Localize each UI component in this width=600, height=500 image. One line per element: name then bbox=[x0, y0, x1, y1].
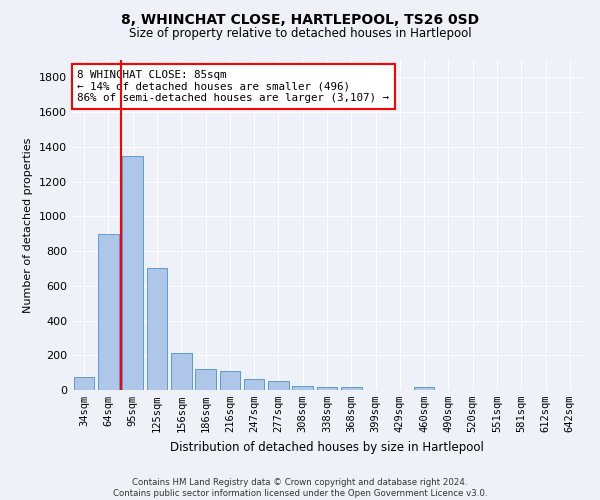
X-axis label: Distribution of detached houses by size in Hartlepool: Distribution of detached houses by size … bbox=[170, 440, 484, 454]
Text: 8 WHINCHAT CLOSE: 85sqm
← 14% of detached houses are smaller (496)
86% of semi-d: 8 WHINCHAT CLOSE: 85sqm ← 14% of detache… bbox=[77, 70, 389, 103]
Bar bbox=[98, 234, 119, 390]
Bar bbox=[317, 386, 337, 390]
Bar bbox=[292, 386, 313, 390]
Bar bbox=[171, 352, 191, 390]
Text: 8, WHINCHAT CLOSE, HARTLEPOOL, TS26 0SD: 8, WHINCHAT CLOSE, HARTLEPOOL, TS26 0SD bbox=[121, 12, 479, 26]
Bar bbox=[341, 386, 362, 390]
Bar bbox=[220, 371, 240, 390]
Bar bbox=[268, 382, 289, 390]
Bar bbox=[414, 388, 434, 390]
Text: Contains HM Land Registry data © Crown copyright and database right 2024.
Contai: Contains HM Land Registry data © Crown c… bbox=[113, 478, 487, 498]
Bar bbox=[122, 156, 143, 390]
Bar bbox=[244, 378, 265, 390]
Bar bbox=[146, 268, 167, 390]
Bar bbox=[195, 369, 216, 390]
Bar bbox=[74, 377, 94, 390]
Y-axis label: Number of detached properties: Number of detached properties bbox=[23, 138, 34, 312]
Text: Size of property relative to detached houses in Hartlepool: Size of property relative to detached ho… bbox=[128, 28, 472, 40]
